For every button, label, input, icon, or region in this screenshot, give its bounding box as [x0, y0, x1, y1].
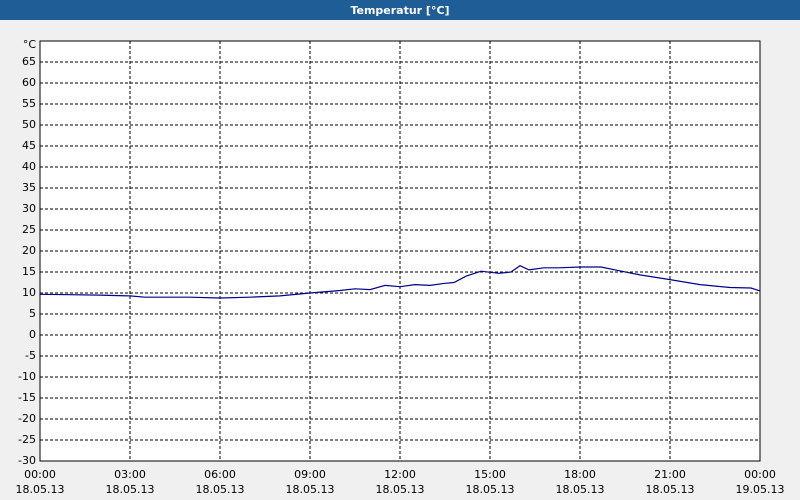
- y-tick-label: 45: [22, 139, 36, 152]
- y-tick-label: -20: [18, 412, 36, 425]
- y-tick-label: -25: [18, 433, 36, 446]
- x-tick-label: 09:00: [294, 468, 326, 481]
- y-tick-label: 40: [22, 160, 36, 173]
- y-tick-label: 0: [29, 328, 36, 341]
- x-tick-date: 18.05.13: [16, 483, 65, 496]
- x-tick-label: 00:00: [24, 468, 56, 481]
- x-tick-label: 21:00: [654, 468, 686, 481]
- y-tick-label: 5: [29, 307, 36, 320]
- x-tick-label: 06:00: [204, 468, 236, 481]
- x-tick-date: 18.05.13: [556, 483, 605, 496]
- chart-title: Temperatur [°C]: [350, 4, 449, 17]
- y-tick-label: -10: [18, 370, 36, 383]
- x-tick-date: 18.05.13: [466, 483, 515, 496]
- y-tick-label: -15: [18, 391, 36, 404]
- x-tick-label: 00:00: [744, 468, 776, 481]
- y-unit: °C: [23, 38, 37, 51]
- x-tick-date: 18.05.13: [106, 483, 155, 496]
- x-tick-date: 18.05.13: [376, 483, 425, 496]
- y-tick-label: -30: [18, 454, 36, 467]
- y-tick-label: 50: [22, 118, 36, 131]
- x-tick-label: 03:00: [114, 468, 146, 481]
- x-tick-date: 18.05.13: [646, 483, 695, 496]
- y-tick-label: 25: [22, 223, 36, 236]
- y-tick-label: -5: [25, 349, 36, 362]
- y-tick-label: 60: [22, 76, 36, 89]
- y-tick-label: 55: [22, 97, 36, 110]
- x-tick-date: 19.05.13: [736, 483, 785, 496]
- x-tick-date: 18.05.13: [196, 483, 245, 496]
- title-bar: [0, 0, 800, 20]
- x-tick-label: 18:00: [564, 468, 596, 481]
- y-tick-label: 30: [22, 202, 36, 215]
- y-tick-label: 65: [22, 55, 36, 68]
- x-tick-label: 12:00: [384, 468, 416, 481]
- x-tick-label: 15:00: [474, 468, 506, 481]
- y-tick-label: 20: [22, 244, 36, 257]
- y-tick-label: 10: [22, 286, 36, 299]
- x-tick-date: 18.05.13: [286, 483, 335, 496]
- y-tick-label: 15: [22, 265, 36, 278]
- data-line: [39, 265, 761, 299]
- y-tick-label: 35: [22, 181, 36, 194]
